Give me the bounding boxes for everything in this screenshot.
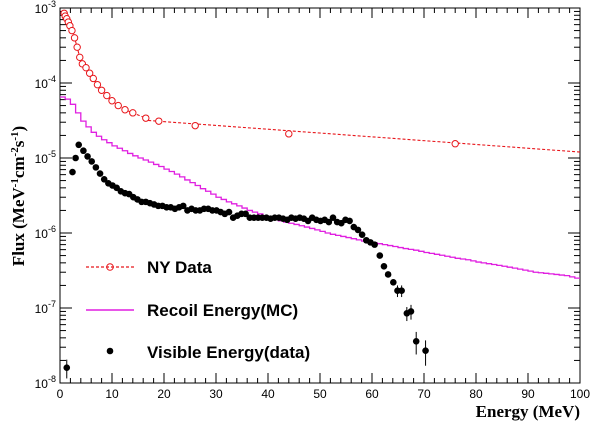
visible-energy-point	[380, 262, 388, 270]
x-axis-title: Energy (MeV)	[476, 402, 580, 421]
visible-energy-series	[63, 141, 429, 379]
visible-energy-point	[398, 287, 405, 295]
legend-ny-label: NY Data	[147, 258, 212, 277]
y-tick-base: 10	[35, 302, 49, 316]
ny-data-series	[60, 9, 580, 153]
y-tick-label: 10-6	[35, 224, 56, 241]
ny-data-fit-line	[143, 119, 580, 153]
ny-data-curve	[63, 13, 147, 119]
y-tick-label: 10-5	[35, 149, 56, 166]
visible-energy-point	[84, 153, 91, 160]
y-tick-exponent: -4	[48, 74, 56, 84]
y-tick-label: 10-8	[35, 374, 56, 391]
visible-energy-point	[329, 214, 337, 221]
ny-data-point	[73, 43, 81, 51]
visible-energy-point	[422, 347, 429, 354]
ny-data-point	[285, 130, 293, 138]
visible-energy-point	[346, 217, 353, 225]
ny-data-point	[85, 69, 94, 77]
y-tick-exponent: -5	[48, 149, 56, 159]
x-tick-label: 30	[209, 387, 223, 401]
y-tick-exponent: -6	[48, 224, 56, 234]
visible-energy-point	[179, 202, 187, 210]
y-tick-base: 10	[35, 227, 49, 241]
recoil-energy-series	[60, 96, 580, 279]
visible-energy-point	[412, 337, 420, 345]
visible-energy-point	[72, 154, 79, 162]
ny-data-point	[155, 117, 163, 125]
x-tick-label: 50	[313, 387, 327, 401]
ny-data-point	[97, 86, 106, 94]
x-tick-label: 70	[417, 387, 431, 401]
visible-energy-point	[75, 141, 83, 149]
visible-energy-point	[225, 208, 233, 216]
ny-data-point	[114, 101, 122, 110]
y-tick-label: 10-7	[35, 299, 56, 316]
visible-energy-point	[100, 175, 108, 183]
visible-energy-point	[384, 271, 392, 278]
x-tick-label: 40	[261, 387, 275, 401]
y-tick-exponent: -8	[48, 374, 56, 384]
y-axis-title: Flux (MeV-1cm-2s-1)	[9, 126, 28, 266]
legend-recoil-label: Recoil Energy(MC)	[147, 301, 298, 320]
x-tick-label: 60	[365, 387, 379, 401]
visible-energy-point	[376, 252, 384, 259]
ny-data-point	[76, 53, 84, 62]
visible-energy-point	[242, 210, 249, 218]
ny-data-point	[108, 97, 116, 105]
visible-energy-point	[358, 231, 366, 238]
x-tick-label: 80	[469, 387, 483, 401]
x-tick-label: 0	[57, 387, 64, 401]
visible-energy-point	[407, 308, 415, 315]
y-tick-base: 10	[35, 77, 49, 91]
visible-energy-point	[92, 164, 100, 171]
ny-data-point	[70, 34, 79, 42]
visible-energy-point	[371, 241, 378, 248]
legend-visible-marker	[106, 347, 114, 355]
y-tick-exponent: -3	[48, 0, 56, 9]
ny-data-point	[451, 140, 459, 148]
ny-data-point	[68, 26, 76, 35]
ny-data-point	[93, 80, 102, 89]
ny-data-point	[82, 63, 90, 72]
x-tick-label: 20	[157, 387, 171, 401]
ny-data-point	[121, 106, 129, 114]
x-tick-label: 90	[521, 387, 535, 401]
visible-energy-point	[63, 364, 71, 371]
ny-data-point	[191, 121, 199, 130]
ny-data-point	[142, 114, 150, 122]
y-tick-base: 10	[35, 152, 49, 166]
recoil-energy-step-line	[60, 96, 580, 279]
y-tick-base: 10	[35, 377, 49, 391]
ny-data-point	[89, 74, 97, 83]
visible-energy-point	[390, 279, 397, 286]
legend-entry-recoil-energy: Recoil Energy(MC)	[86, 301, 298, 320]
x-axis: 0 10 20 30 40 50 60 70 80 90 100	[57, 8, 590, 401]
legend-entry-visible-energy: Visible Energy(data)	[106, 343, 310, 362]
ny-data-point	[103, 91, 111, 100]
x-tick-label: 10	[105, 387, 119, 401]
visible-energy-point	[96, 170, 104, 177]
legend-entry-ny-data: NY Data	[86, 258, 212, 277]
legend-visible-label: Visible Energy(data)	[147, 343, 310, 362]
visible-energy-point	[69, 168, 76, 176]
x-tick-label: 100	[570, 387, 590, 401]
plot-frame	[59, 7, 581, 384]
y-axis: 10-310-410-510-610-710-8	[35, 0, 580, 391]
legend-ny-marker	[106, 263, 114, 271]
ny-data-point	[129, 109, 137, 117]
y-tick-base: 10	[35, 2, 49, 16]
y-tick-exponent: -7	[48, 299, 56, 309]
visible-energy-point	[354, 226, 362, 234]
visible-energy-point	[80, 147, 87, 155]
visible-energy-point	[325, 218, 333, 226]
y-tick-label: 10-3	[35, 0, 56, 16]
legend: NY Data Recoil Energy(MC) Visible Energy…	[86, 258, 310, 362]
y-tick-label: 10-4	[35, 74, 56, 91]
visible-energy-point	[88, 158, 96, 165]
